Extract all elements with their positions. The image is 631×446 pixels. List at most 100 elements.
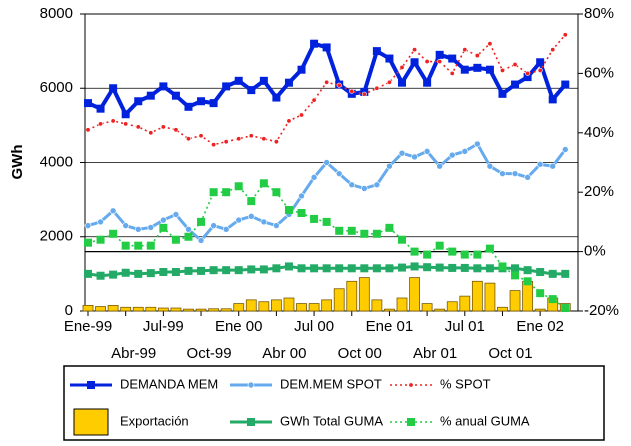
point	[561, 146, 569, 153]
point	[97, 218, 104, 226]
point	[299, 112, 305, 118]
point	[373, 181, 381, 189]
point	[222, 188, 231, 197]
point	[134, 226, 142, 233]
point	[324, 79, 330, 85]
point	[524, 174, 531, 181]
bar	[195, 308, 207, 312]
point	[297, 264, 306, 273]
point	[548, 269, 557, 278]
x-tick-label: Oct 00	[338, 345, 382, 362]
point	[172, 211, 180, 218]
point	[122, 222, 129, 229]
point	[348, 181, 356, 189]
x-tick-label: Oct 01	[488, 345, 532, 362]
bar	[170, 307, 182, 312]
point	[284, 262, 293, 271]
point	[448, 151, 456, 159]
bar	[421, 303, 433, 312]
point	[449, 70, 455, 76]
bar	[497, 306, 508, 312]
point	[109, 84, 118, 93]
point	[173, 127, 179, 133]
legend-label: GWh Total GUMA	[280, 413, 383, 428]
point	[134, 269, 143, 278]
point	[84, 238, 92, 247]
point	[498, 89, 507, 98]
y-tick-label: 6000	[40, 79, 73, 96]
point	[385, 264, 394, 273]
point	[372, 47, 381, 56]
point	[322, 43, 331, 52]
point	[423, 250, 432, 259]
point	[184, 102, 193, 111]
point	[347, 264, 356, 273]
x-tick-label: Abr 01	[413, 345, 457, 362]
bar	[509, 290, 521, 312]
point	[235, 216, 243, 224]
point	[423, 78, 432, 87]
bar	[120, 306, 132, 312]
point	[123, 121, 129, 127]
bar	[371, 299, 383, 312]
bar	[384, 308, 395, 312]
point	[236, 136, 242, 142]
point	[185, 226, 192, 233]
point	[121, 268, 130, 277]
x-tick-label: Abr 00	[262, 345, 306, 362]
bar	[446, 301, 458, 312]
point	[436, 162, 443, 170]
bar	[258, 301, 270, 312]
x-tick-label: Ene 00	[215, 318, 263, 335]
bar	[459, 295, 471, 312]
point	[561, 304, 570, 313]
point	[361, 91, 367, 97]
legend-label: % anual GUMA	[440, 413, 530, 428]
point	[272, 264, 281, 273]
point	[160, 124, 166, 130]
bar	[358, 277, 370, 312]
legend-swatch	[73, 408, 109, 436]
point	[109, 270, 118, 279]
point	[385, 54, 394, 63]
point	[185, 136, 191, 142]
point	[197, 237, 205, 244]
point	[473, 250, 482, 259]
point	[374, 85, 380, 91]
point	[109, 229, 118, 238]
point	[372, 229, 381, 238]
point	[412, 47, 418, 53]
point	[398, 78, 406, 87]
point	[550, 47, 556, 53]
point	[335, 170, 343, 177]
point	[310, 174, 318, 181]
point	[223, 139, 229, 145]
point	[298, 192, 305, 200]
point	[322, 264, 331, 273]
point	[385, 223, 394, 232]
point	[523, 266, 532, 275]
point	[499, 170, 506, 177]
point	[159, 223, 168, 232]
x-tick-label: Ene 02	[516, 318, 564, 335]
point	[460, 250, 469, 259]
point	[386, 162, 393, 170]
point	[311, 97, 317, 103]
point	[96, 271, 105, 280]
point	[272, 93, 281, 102]
point	[399, 64, 405, 70]
bar	[308, 303, 320, 312]
legend-marker	[87, 381, 95, 389]
point	[197, 217, 206, 226]
point	[499, 67, 505, 73]
point	[159, 82, 168, 91]
point	[121, 110, 130, 119]
bar	[208, 308, 220, 312]
bar	[346, 280, 358, 312]
point	[361, 185, 368, 192]
point	[184, 232, 193, 241]
point	[260, 218, 268, 226]
point	[286, 118, 292, 124]
point	[437, 59, 443, 65]
point	[323, 159, 330, 166]
